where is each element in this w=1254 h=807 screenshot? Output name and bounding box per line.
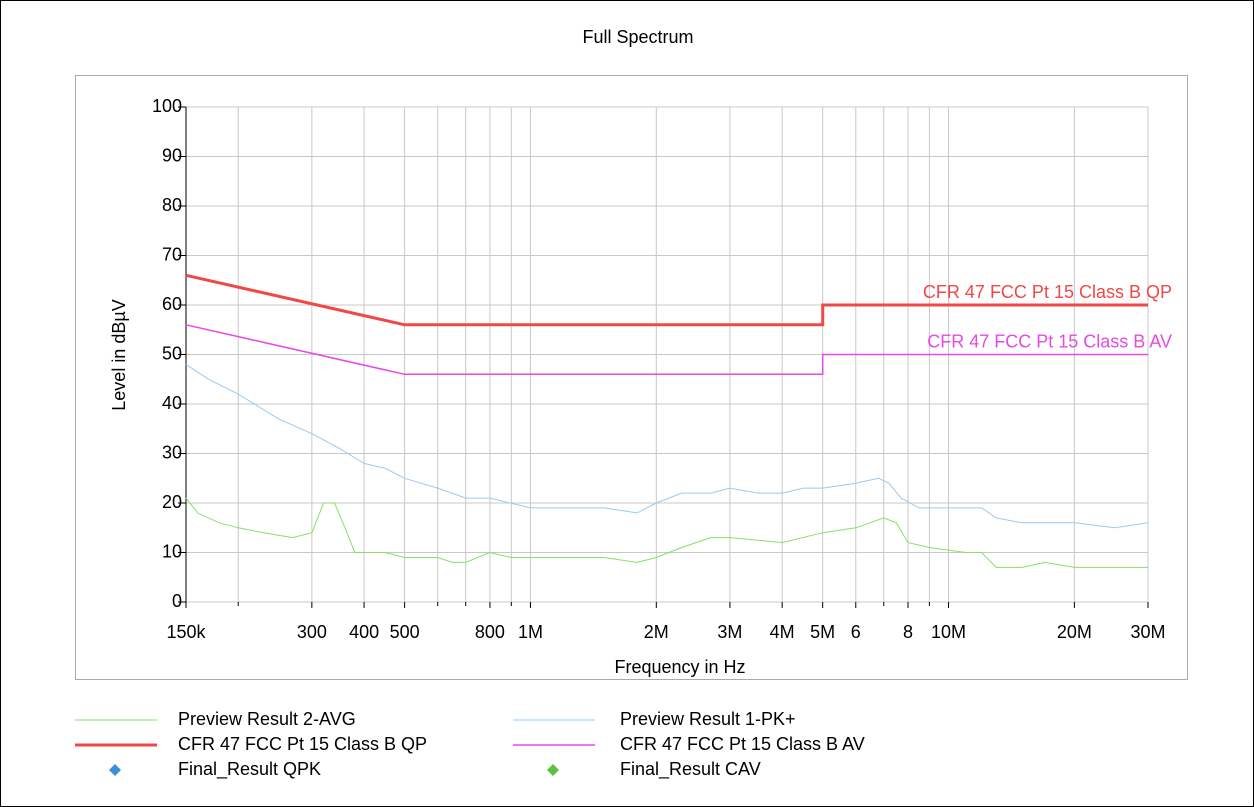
x-tick-label: 400 xyxy=(349,622,379,642)
x-tick-label: 1M xyxy=(518,622,543,642)
legend-marker xyxy=(109,764,121,776)
x-tick-label: 5M xyxy=(810,622,835,642)
legend-label: CFR 47 FCC Pt 15 Class B AV xyxy=(620,734,865,754)
legend-marker xyxy=(547,764,559,776)
y-tick-label: 50 xyxy=(162,343,182,363)
series-line xyxy=(185,324,1148,376)
legend-label: CFR 47 FCC Pt 15 Class B QP xyxy=(178,734,427,754)
x-tick-label: 2M xyxy=(644,622,669,642)
y-tick-label: 80 xyxy=(162,195,182,215)
chart-title: Full Spectrum xyxy=(582,27,693,47)
x-axis-label: Frequency in Hz xyxy=(614,657,745,677)
series-line xyxy=(185,497,1148,568)
series-line xyxy=(185,363,1149,529)
y-tick-label: 70 xyxy=(162,244,182,264)
plot-panel xyxy=(75,75,1188,680)
x-tick-label: 8 xyxy=(903,622,913,642)
legend-label: Preview Result 2-AVG xyxy=(178,709,356,729)
y-tick-label: 30 xyxy=(162,442,182,462)
y-tick-label: 40 xyxy=(162,393,182,413)
y-tick-label: 60 xyxy=(162,294,182,314)
x-tick-label: 20M xyxy=(1057,622,1092,642)
x-tick-label: 500 xyxy=(390,622,420,642)
limit-label: CFR 47 FCC Pt 15 Class B QP xyxy=(923,282,1172,302)
legend-label: Preview Result 1-PK+ xyxy=(620,709,796,729)
y-tick-label: 10 xyxy=(162,541,182,561)
x-tick-label: 4M xyxy=(770,622,795,642)
series-line xyxy=(185,273,1148,327)
y-tick-label: 0 xyxy=(172,591,182,611)
x-tick-label: 10M xyxy=(931,622,966,642)
legend-label: Final_Result CAV xyxy=(620,759,761,780)
y-tick-label: 100 xyxy=(152,96,182,116)
limit-label: CFR 47 FCC Pt 15 Class B AV xyxy=(927,331,1172,351)
y-axis-label: Level in dBµV xyxy=(109,299,129,410)
x-tick-label: 300 xyxy=(297,622,327,642)
legend-label: Final_Result QPK xyxy=(178,759,321,780)
x-tick-label: 800 xyxy=(475,622,505,642)
x-tick-label: 6 xyxy=(851,622,861,642)
y-tick-label: 20 xyxy=(162,492,182,512)
y-tick-label: 90 xyxy=(162,145,182,165)
x-tick-label: 3M xyxy=(717,622,742,642)
x-tick-label: 150k xyxy=(166,622,206,642)
x-tick-label: 30M xyxy=(1130,622,1165,642)
